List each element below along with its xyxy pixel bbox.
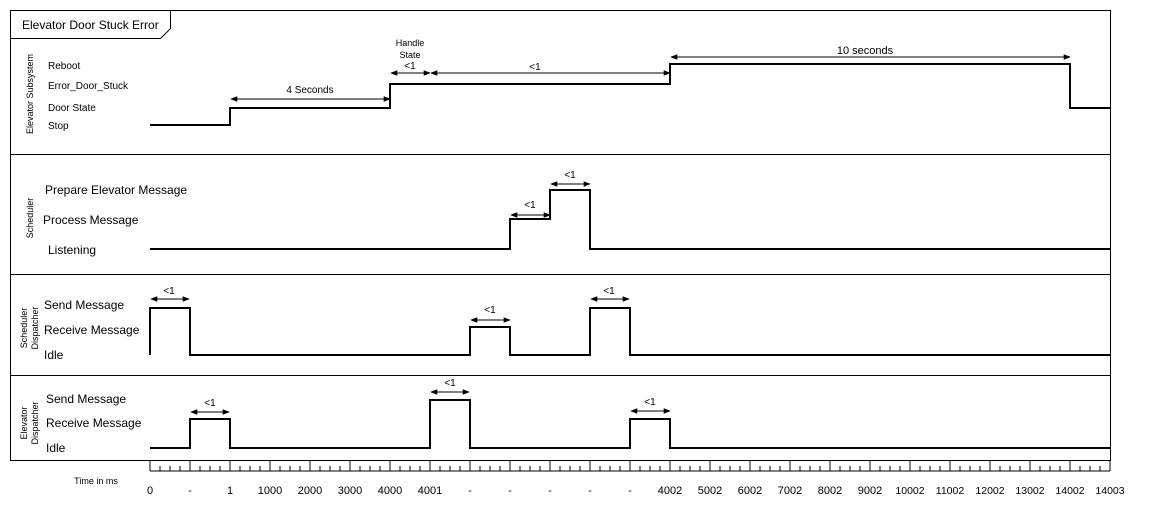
duration-label: 4 Seconds <box>286 85 333 96</box>
time-axis-tick-label: 11002 <box>936 485 965 497</box>
state-label: Idle <box>46 441 66 455</box>
time-axis-tick-label: 4002 <box>658 485 682 497</box>
time-axis-tick-label: 9002 <box>858 485 882 497</box>
lane-name-elevator-subsystem: Elevator Subsystem <box>25 54 35 134</box>
waveform-elevator-dispatcher <box>150 399 1110 449</box>
lane-name-elevator-dispatcher-1: Elevator <box>19 406 29 439</box>
annotation-scheduler-prepare: <1 <box>550 170 591 187</box>
annotation-sd-send-2: <1 <box>590 286 630 302</box>
duration-label: <1 <box>603 286 615 297</box>
time-axis-tick-label: 7002 <box>778 485 802 497</box>
duration-label: <1 <box>564 170 576 181</box>
time-axis-tick-label: 3000 <box>338 485 362 497</box>
time-axis-label: Time in ms <box>74 476 118 486</box>
time-axis-tick-label: 2000 <box>298 485 322 497</box>
time-axis-tick-label: 4000 <box>378 485 402 497</box>
diagram-frame <box>10 10 1111 461</box>
time-axis-tick-label: - <box>548 485 552 497</box>
time-axis-tick-label: - <box>468 485 472 497</box>
annotation-4-seconds: 4 Seconds <box>230 85 391 102</box>
annotation-caption: Handle <box>396 38 425 48</box>
waveform-elevator-subsystem <box>150 63 1110 126</box>
duration-label: 10 seconds <box>837 45 894 57</box>
state-label: Receive Message <box>46 416 142 430</box>
time-axis-tick-label: 1 <box>227 485 233 497</box>
waveform-scheduler-dispatcher <box>149 307 1110 356</box>
annotation-ed-receive-2: <1 <box>630 397 671 414</box>
duration-label: <1 <box>644 397 656 408</box>
annotation-sd-receive: <1 <box>470 305 511 323</box>
duration-label: <1 <box>444 378 456 389</box>
time-axis-tick-label: 14002 <box>1055 485 1084 497</box>
time-axis-tick-label: - <box>188 485 192 497</box>
duration-label: <1 <box>163 286 175 297</box>
time-axis-tick-label: - <box>588 485 592 497</box>
time-axis: 0 - 1 1000 2000 3000 4000 4001 - - - - - 4002 5002 6002… <box>147 461 1125 497</box>
time-axis-tick-label: 6002 <box>738 485 762 497</box>
state-label: Door State <box>48 103 96 114</box>
state-label: Listening <box>48 243 96 257</box>
annotation-caption: State <box>399 50 420 60</box>
annotation-error-duration: <1 <box>430 62 671 76</box>
lane-name-scheduler: Scheduler <box>25 198 35 239</box>
state-label: Send Message <box>44 298 124 312</box>
time-axis-tick-label: 1000 <box>258 485 282 497</box>
time-axis-tick-label: 8002 <box>818 485 842 497</box>
title-tab <box>10 10 171 39</box>
time-axis-tick-label: - <box>508 485 512 497</box>
duration-label: <1 <box>529 62 541 73</box>
annotation-10-seconds: 10 seconds <box>670 45 1071 60</box>
state-label: Receive Message <box>44 323 140 337</box>
annotation-sd-send-1: <1 <box>150 286 190 302</box>
waveform-scheduler <box>150 189 1110 250</box>
time-axis-tick-label: - <box>628 485 632 497</box>
state-label: Send Message <box>46 392 126 406</box>
state-label: Process Message <box>43 213 139 227</box>
state-label: Error_Door_Stuck <box>48 81 129 92</box>
time-axis-tick-label: 4001 <box>418 485 442 497</box>
time-axis-tick-label: 12002 <box>975 485 1004 497</box>
annotation-handle-state: Handle State <1 <box>390 38 431 76</box>
annotation-scheduler-process: <1 <box>510 200 551 218</box>
duration-label: <1 <box>204 398 216 409</box>
lane-name-scheduler-dispatcher-1: Scheduler <box>19 308 29 349</box>
state-label: Prepare Elevator Message <box>45 183 187 197</box>
state-label: Reboot <box>48 61 80 72</box>
duration-label: <1 <box>404 61 416 72</box>
time-axis-tick-label: 5002 <box>698 485 722 497</box>
duration-label: <1 <box>484 305 496 316</box>
time-axis-tick-label: 0 <box>147 485 153 497</box>
state-label: Stop <box>48 121 69 132</box>
time-axis-tick-label: 10002 <box>895 485 924 497</box>
state-label: Idle <box>44 348 64 362</box>
duration-label: <1 <box>524 200 536 211</box>
time-axis-tick-label: 14003 <box>1095 485 1124 497</box>
annotation-ed-send: <1 <box>430 378 470 395</box>
lane-name-elevator-dispatcher-2: Dispatcher <box>30 401 40 444</box>
time-axis-tick-label: 13002 <box>1015 485 1044 497</box>
diagram-title: Elevator Door Stuck Error <box>22 18 159 32</box>
annotation-ed-receive-1: <1 <box>190 398 230 415</box>
lane-name-scheduler-dispatcher-2: Dispatcher <box>30 306 40 349</box>
